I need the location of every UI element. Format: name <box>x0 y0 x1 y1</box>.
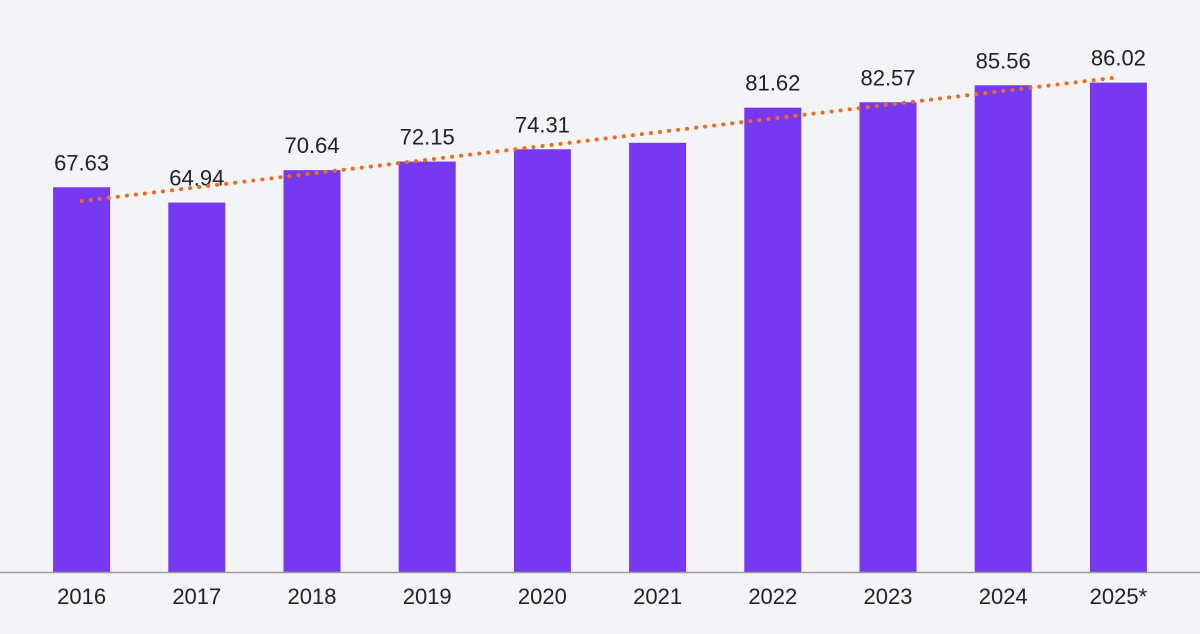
bar-2018 <box>283 170 341 572</box>
bar-2025* <box>1089 82 1147 572</box>
x-tick-label: 2021 <box>633 584 682 609</box>
bar-2017 <box>168 202 226 573</box>
x-tick-label: 2020 <box>518 584 567 609</box>
x-tick-label: 2019 <box>403 584 452 609</box>
data-label: 72.15 <box>400 125 455 150</box>
data-label: 67.63 <box>54 150 109 175</box>
x-tick-label: 2016 <box>57 584 106 609</box>
x-tick-label: 2025* <box>1090 584 1148 609</box>
bar-2024 <box>974 85 1032 572</box>
bar-2020 <box>513 149 571 572</box>
data-label: 70.64 <box>284 133 339 158</box>
bar-2022 <box>744 107 802 573</box>
trendline-path <box>79 75 1121 204</box>
bar-2019 <box>398 161 456 572</box>
data-labels: 67.63 64.94 70.64 72.15 74.31 81.62 82.57 85.56… <box>54 46 1146 191</box>
data-label: 81.62 <box>745 71 800 96</box>
x-tick-label: 2018 <box>288 584 337 609</box>
x-tick-labels: 2016 2017 2018 2019 2020 2021 2022 2023 2024 2025… <box>57 584 1147 609</box>
bars-group <box>53 82 1147 573</box>
data-label: 85.56 <box>976 48 1031 73</box>
bar-2016 <box>53 187 111 572</box>
bar-2021 <box>629 142 687 573</box>
x-tick-label: 2022 <box>748 584 797 609</box>
bar-2023 <box>859 102 917 573</box>
x-tick-label: 2023 <box>864 584 913 609</box>
data-label: 86.02 <box>1091 46 1146 71</box>
data-label: 82.57 <box>860 65 915 90</box>
data-label: 74.31 <box>515 112 570 137</box>
trendline <box>79 75 1121 204</box>
data-label: 64.94 <box>169 166 224 191</box>
x-tick-label: 2017 <box>172 584 221 609</box>
x-tick-label: 2024 <box>979 584 1028 609</box>
